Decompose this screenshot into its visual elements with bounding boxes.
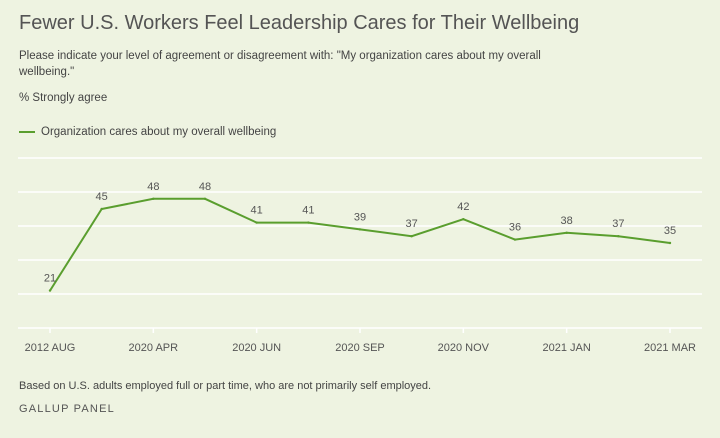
data-point <box>203 197 207 200</box>
data-point <box>513 238 517 241</box>
data-label: 48 <box>199 181 211 193</box>
data-label: 36 <box>509 222 521 234</box>
x-tick-label: 2020 APR <box>129 342 179 354</box>
measure-label: % Strongly agree <box>19 92 108 104</box>
data-label: 39 <box>354 211 366 223</box>
data-label: 41 <box>251 205 263 217</box>
data-point <box>617 235 620 238</box>
footnote: Based on U.S. adults employed full or pa… <box>19 380 432 392</box>
data-point <box>307 221 310 224</box>
data-point <box>410 235 413 238</box>
data-label: 41 <box>302 205 314 217</box>
data-label: 42 <box>457 201 469 213</box>
data-label: 21 <box>44 273 56 285</box>
data-label: 35 <box>664 225 676 237</box>
x-tick-label: 2012 AUG <box>25 342 76 354</box>
chart-title: Fewer U.S. Workers Feel Leadership Cares… <box>19 12 580 34</box>
legend-label: Organization cares about my overall well… <box>41 126 277 138</box>
x-tick-label: 2020 NOV <box>438 342 490 354</box>
x-tick-label: 2020 SEP <box>335 342 385 354</box>
data-point <box>100 207 103 211</box>
data-point <box>48 289 52 292</box>
data-label: 37 <box>406 218 418 230</box>
source-label: GALLUP PANEL <box>19 403 115 415</box>
data-label: 45 <box>96 191 108 203</box>
data-point <box>668 241 672 245</box>
x-tick-label: 2021 JAN <box>543 342 591 354</box>
x-tick-label: 2021 MAR <box>644 342 696 354</box>
data-label: 38 <box>561 215 573 227</box>
data-point <box>462 218 465 221</box>
legend: Organization cares about my overall well… <box>19 126 276 138</box>
data-point <box>565 231 568 234</box>
line-chart: 2012 AUG 2020 APR 2020 JUN 2020 SEP 2020 NOV… <box>18 157 702 354</box>
data-label: 48 <box>147 181 159 193</box>
data-point <box>255 221 258 224</box>
data-point <box>152 197 155 200</box>
chart-subtitle: Please indicate your level of agreement … <box>19 50 541 78</box>
x-tick-label: 2020 JUN <box>232 342 281 354</box>
data-point <box>358 228 362 231</box>
legend-line-swatch <box>19 131 35 133</box>
data-label: 37 <box>612 218 624 230</box>
